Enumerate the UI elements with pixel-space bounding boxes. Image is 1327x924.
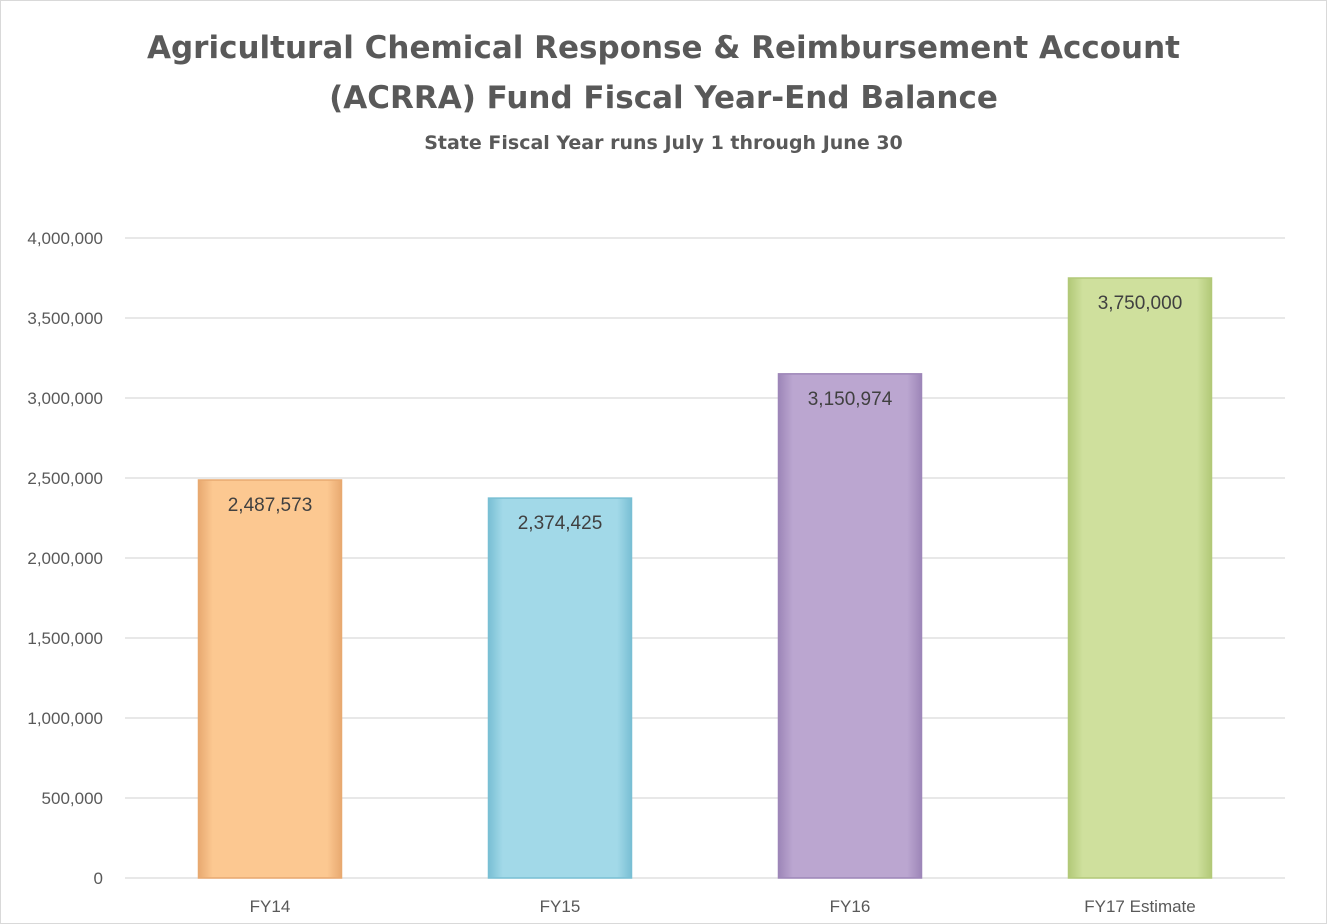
x-tick-label: FY16 [830,897,871,916]
x-tick-label: FY17 Estimate [1084,897,1196,916]
data-label: 3,750,000 [1098,293,1183,314]
bar-fy14 [197,479,343,879]
y-tick-label: 2,000,000 [27,549,103,568]
x-tick-label: FY14 [250,897,291,916]
y-tick-label: 500,000 [42,789,103,808]
y-tick-label: 1,000,000 [27,709,103,728]
y-tick-label: 3,000,000 [27,389,103,408]
bar-fy17-estimate [1067,277,1213,879]
bar-fy16 [777,373,923,879]
data-label: 3,150,974 [808,389,893,410]
data-label: 2,374,425 [518,513,603,534]
chart-title-line-1: Agricultural Chemical Response & Reimbur… [146,30,1181,66]
y-tick-label: 3,500,000 [27,309,103,328]
bar-fy15 [487,497,633,879]
y-tick-label: 4,000,000 [27,229,103,248]
x-tick-label: FY15 [540,897,581,916]
y-tick-label: 0 [94,869,103,888]
data-labels: 2,487,573 2,374,425 3,150,974 3,750,000 [228,293,1183,534]
x-axis-tick-labels: FY14 FY15 FY16 FY17 Estimate [250,897,1196,916]
y-axis-tick-labels: 0 500,000 1,000,000 1,500,000 2,000,000 2,500… [27,229,103,888]
chart-title-line-2: (ACRRA) Fund Fiscal Year-End Balance [329,80,998,116]
data-label: 2,487,573 [228,495,313,516]
chart-subtitle: State Fiscal Year runs July 1 through Ju… [424,132,903,154]
y-tick-label: 1,500,000 [27,629,103,648]
y-tick-label: 2,500,000 [27,469,103,488]
bars [197,277,1213,879]
